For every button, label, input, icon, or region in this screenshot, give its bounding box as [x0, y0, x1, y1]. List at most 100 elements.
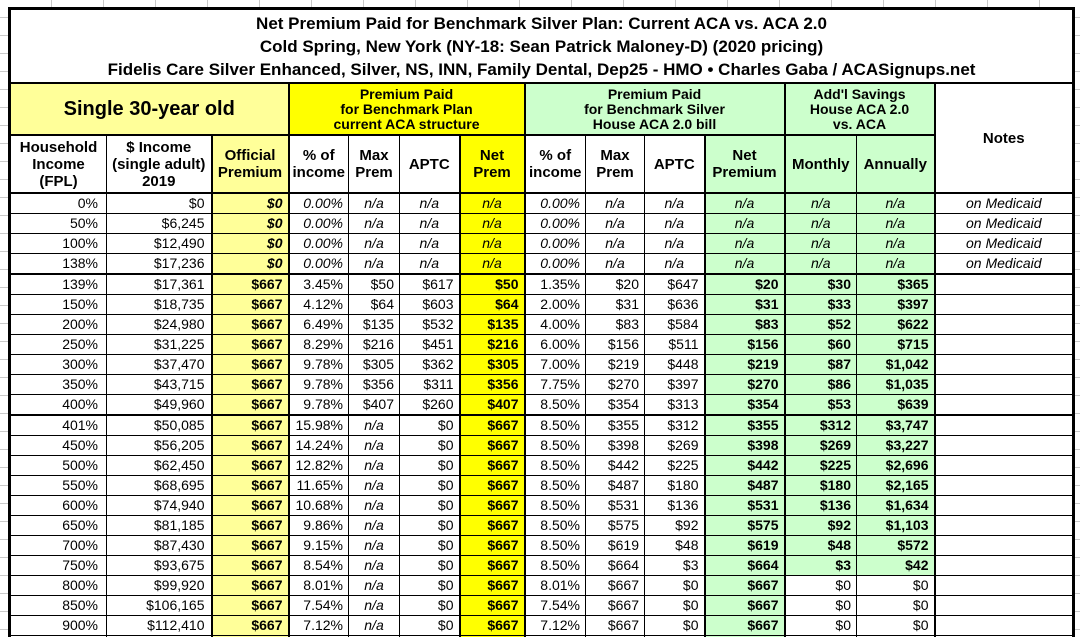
cell-aca-net-prem[interactable]: $64 — [458, 294, 526, 315]
cell-aca-pct-income[interactable]: 8.01% — [288, 575, 349, 596]
cell-aca-max-prem[interactable]: $356 — [348, 374, 400, 395]
cell-income[interactable]: $81,185 — [106, 515, 212, 536]
cell-annual-savings[interactable]: $572 — [856, 535, 936, 556]
group-header-aca-2-0[interactable]: Premium Paid for Benchmark Silver House … — [524, 82, 786, 136]
cell-aca2-aptc[interactable]: $312 — [644, 414, 705, 436]
cell-aca-max-prem[interactable]: n/a — [348, 435, 400, 456]
cell-notes[interactable] — [933, 615, 1075, 636]
column-header-monthly-savings[interactable]: Monthly — [784, 134, 857, 194]
cell-aca2-aptc[interactable]: $180 — [644, 475, 705, 496]
cell-income[interactable]: $106,165 — [106, 595, 212, 616]
cell-aca-net-prem[interactable]: n/a — [458, 233, 526, 254]
cell-aca-pct-income[interactable]: 9.15% — [288, 535, 349, 556]
cell-aca2-max-prem[interactable]: $667 — [585, 595, 645, 616]
cell-notes[interactable]: on Medicaid — [933, 253, 1075, 275]
cell-annual-savings[interactable]: $365 — [856, 273, 936, 295]
cell-aca-max-prem[interactable]: n/a — [348, 555, 400, 576]
cell-official-premium[interactable]: $667 — [210, 515, 290, 536]
cell-aca-max-prem[interactable]: n/a — [348, 495, 400, 516]
cell-aca-max-prem[interactable]: n/a — [348, 575, 400, 596]
cell-aca-pct-income[interactable]: 0.00% — [288, 192, 349, 214]
cell-annual-savings[interactable]: $1,634 — [856, 495, 936, 516]
cell-aca-net-prem[interactable]: $667 — [458, 595, 526, 616]
cell-annual-savings[interactable]: $42 — [856, 555, 936, 576]
cell-aca-pct-income[interactable]: 7.54% — [288, 595, 349, 616]
cell-fpl[interactable]: 700% — [9, 535, 107, 556]
cell-income[interactable]: $18,735 — [106, 294, 212, 315]
cell-aca-max-prem[interactable]: n/a — [348, 615, 400, 636]
cell-monthly-savings[interactable]: n/a — [784, 213, 857, 234]
cell-aca-aptc[interactable]: $0 — [399, 615, 460, 636]
cell-fpl[interactable]: 250% — [9, 334, 107, 355]
cell-aca-pct-income[interactable]: 14.24% — [288, 435, 349, 456]
cell-aca2-pct-income[interactable]: 7.12% — [524, 615, 586, 636]
column-header-notes[interactable]: Notes — [933, 82, 1075, 194]
cell-aca2-max-prem[interactable]: n/a — [585, 253, 645, 275]
cell-notes[interactable] — [933, 435, 1075, 456]
cell-monthly-savings[interactable]: $269 — [784, 435, 857, 456]
cell-official-premium[interactable]: $667 — [210, 475, 290, 496]
cell-aca-aptc[interactable]: $617 — [399, 273, 460, 295]
cell-aca2-pct-income[interactable]: 8.50% — [524, 535, 586, 556]
cell-aca2-max-prem[interactable]: $619 — [585, 535, 645, 556]
cell-fpl[interactable]: 139% — [9, 273, 107, 295]
cell-aca-net-prem[interactable]: $667 — [458, 435, 526, 456]
cell-annual-savings[interactable]: $1,042 — [856, 354, 936, 375]
cell-aca-net-prem[interactable]: $216 — [458, 334, 526, 355]
cell-aca2-aptc[interactable]: $3 — [644, 555, 705, 576]
cell-notes[interactable] — [933, 575, 1075, 596]
cell-income[interactable]: $37,470 — [106, 354, 212, 375]
cell-monthly-savings[interactable]: $0 — [784, 575, 857, 596]
cell-aca2-aptc[interactable]: $225 — [644, 455, 705, 476]
cell-aca-aptc[interactable]: $0 — [399, 595, 460, 616]
cell-official-premium[interactable]: $667 — [210, 535, 290, 556]
cell-aca-max-prem[interactable]: n/a — [348, 192, 400, 214]
cell-monthly-savings[interactable]: $53 — [784, 394, 857, 416]
cell-monthly-savings[interactable]: $3 — [784, 555, 857, 576]
cell-aca-max-prem[interactable]: n/a — [348, 455, 400, 476]
cell-aca-pct-income[interactable]: 15.98% — [288, 414, 349, 436]
cell-aca2-pct-income[interactable]: 6.00% — [524, 334, 586, 355]
cell-aca2-aptc[interactable]: $269 — [644, 435, 705, 456]
cell-aca2-net-premium[interactable]: n/a — [703, 213, 786, 234]
cell-income[interactable]: $12,490 — [106, 233, 212, 254]
cell-aca2-net-premium[interactable]: $664 — [703, 555, 786, 576]
cell-aca2-net-premium[interactable]: $355 — [703, 414, 786, 436]
cell-aca-max-prem[interactable]: n/a — [348, 253, 400, 275]
cell-official-premium[interactable]: $667 — [210, 635, 290, 637]
cell-monthly-savings[interactable]: $136 — [784, 495, 857, 516]
cell-aca-pct-income[interactable]: 7.12% — [288, 615, 349, 636]
cell-aca2-max-prem[interactable]: $398 — [585, 435, 645, 456]
cell-aca-max-prem[interactable]: n/a — [348, 233, 400, 254]
cell-aca-max-prem[interactable]: $407 — [348, 394, 400, 416]
cell-aca-aptc[interactable]: $0 — [399, 435, 460, 456]
cell-aca2-max-prem[interactable]: $667 — [585, 575, 645, 596]
column-header-aca-aptc[interactable]: APTC — [399, 134, 460, 194]
cell-income[interactable]: $6,245 — [106, 213, 212, 234]
cell-income[interactable]: $50,085 — [106, 414, 212, 436]
cell-income[interactable]: $87,430 — [106, 535, 212, 556]
cell-aca-aptc[interactable]: n/a — [399, 233, 460, 254]
cell-fpl[interactable]: 350% — [9, 374, 107, 395]
cell-aca-net-prem[interactable]: $667 — [458, 535, 526, 556]
cell-fpl[interactable]: 750% — [9, 555, 107, 576]
cell-aca2-pct-income[interactable]: 0.00% — [524, 253, 586, 275]
cell-aca2-net-premium[interactable]: $20 — [703, 273, 786, 295]
cell-aca-pct-income[interactable]: 0.00% — [288, 233, 349, 254]
cell-aca2-max-prem[interactable]: $156 — [585, 334, 645, 355]
cell-aca-pct-income[interactable]: 6.49% — [288, 314, 349, 335]
cell-aca-aptc[interactable]: $0 — [399, 495, 460, 516]
cell-annual-savings[interactable]: $0 — [856, 635, 936, 637]
cell-notes[interactable] — [933, 374, 1075, 395]
cell-aca-aptc[interactable]: $311 — [399, 374, 460, 395]
cell-aca2-net-premium[interactable]: $398 — [703, 435, 786, 456]
cell-notes[interactable] — [933, 475, 1075, 496]
cell-income[interactable]: $112,410 — [106, 615, 212, 636]
cell-aca2-net-premium[interactable]: $531 — [703, 495, 786, 516]
cell-aca2-max-prem[interactable]: $531 — [585, 495, 645, 516]
cell-monthly-savings[interactable]: $87 — [784, 354, 857, 375]
cell-aca-pct-income[interactable]: 3.45% — [288, 273, 349, 295]
cell-aca2-net-premium[interactable]: $619 — [703, 535, 786, 556]
cell-monthly-savings[interactable]: $86 — [784, 374, 857, 395]
cell-aca-aptc[interactable]: $0 — [399, 455, 460, 476]
